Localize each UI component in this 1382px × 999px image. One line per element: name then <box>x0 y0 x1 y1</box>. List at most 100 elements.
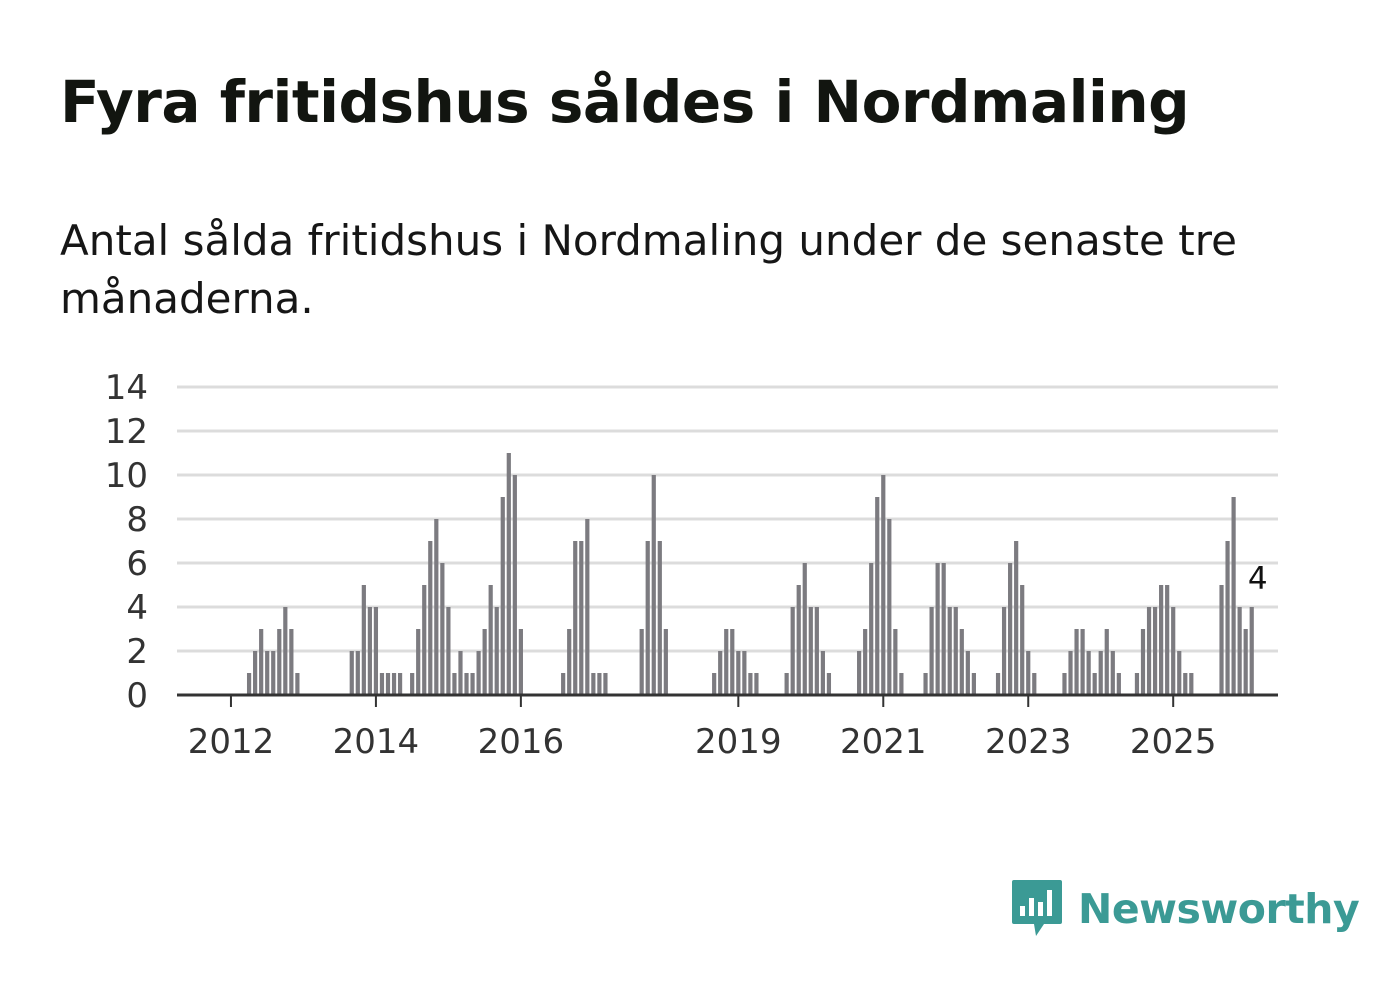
bar <box>639 629 644 695</box>
y-tick-label: 0 <box>126 676 148 716</box>
y-tick-label: 10 <box>105 456 148 496</box>
bar <box>391 673 397 695</box>
bar <box>1171 607 1176 695</box>
bar <box>1116 673 1121 695</box>
bar <box>1062 673 1067 695</box>
bar <box>1098 651 1103 695</box>
bar <box>1104 629 1109 695</box>
x-tick-label: 2019 <box>695 722 782 762</box>
bar <box>295 673 300 695</box>
bar <box>488 585 493 695</box>
x-tick-label: 2023 <box>985 722 1072 762</box>
bar <box>1092 673 1097 695</box>
bar <box>567 629 572 695</box>
bar <box>397 673 403 695</box>
bar <box>965 651 970 695</box>
bar <box>1231 497 1236 695</box>
bar <box>1074 629 1079 695</box>
bar <box>1159 585 1164 695</box>
x-tick-label: 2025 <box>1130 722 1217 762</box>
bar <box>464 673 469 695</box>
bar <box>440 563 445 695</box>
y-tick-label: 6 <box>126 544 148 584</box>
bar <box>434 519 439 695</box>
bar <box>663 629 668 695</box>
bar <box>947 607 952 695</box>
bar <box>802 563 807 695</box>
bar <box>995 673 1001 695</box>
bar <box>579 541 584 695</box>
bar <box>645 541 650 695</box>
bar <box>283 607 288 695</box>
bar <box>494 607 499 695</box>
bar <box>349 651 354 695</box>
bar <box>416 629 421 695</box>
bar <box>1014 541 1019 695</box>
bar <box>784 673 789 695</box>
bar <box>1189 673 1194 695</box>
bar <box>742 651 747 695</box>
bar <box>1080 629 1085 695</box>
brand-name: Newsworthy <box>1078 885 1360 933</box>
bar <box>893 629 898 695</box>
bar <box>814 607 819 695</box>
bar <box>585 519 590 695</box>
bar <box>379 673 385 695</box>
bar <box>748 673 753 695</box>
bar <box>657 541 662 695</box>
bar <box>597 673 602 695</box>
bar <box>253 651 258 695</box>
bar <box>1026 651 1031 695</box>
bar <box>1110 651 1115 695</box>
bar <box>736 651 741 695</box>
chart-title: Fyra fritidshus såldes i Nordmaling <box>60 68 1190 136</box>
bar <box>1140 629 1146 695</box>
bar <box>651 475 656 695</box>
bar <box>500 497 505 695</box>
bar <box>790 607 795 695</box>
bar <box>355 651 360 695</box>
bar <box>246 673 252 695</box>
bar <box>712 673 717 695</box>
x-tick-label: 2016 <box>478 722 565 762</box>
bar <box>1068 651 1073 695</box>
bar <box>796 585 801 695</box>
x-tick-label: 2012 <box>188 722 275 762</box>
bar <box>869 563 874 695</box>
bar <box>361 585 366 695</box>
bar <box>458 651 463 695</box>
bar <box>941 563 946 695</box>
chart-subtitle: Antal sålda fritidshus i Nordmaling unde… <box>60 216 1237 323</box>
bar <box>367 607 372 695</box>
bar <box>953 607 958 695</box>
bar <box>929 607 934 695</box>
bar <box>1146 607 1152 695</box>
bar <box>470 673 475 695</box>
bar <box>277 629 282 695</box>
bar <box>512 475 517 695</box>
bar <box>452 673 457 695</box>
bar <box>863 629 868 695</box>
y-tick-label: 8 <box>126 500 148 540</box>
bar <box>518 629 523 695</box>
bar <box>887 519 892 695</box>
bar <box>899 673 904 695</box>
bar <box>881 475 886 695</box>
y-tick-label: 12 <box>105 412 148 452</box>
bar <box>1219 585 1224 695</box>
bar <box>730 629 735 695</box>
bar <box>1086 651 1091 695</box>
bar <box>476 651 481 695</box>
bar <box>385 673 391 695</box>
bar <box>1183 673 1188 695</box>
bar <box>923 673 928 695</box>
x-tick-label: 2021 <box>840 722 927 762</box>
bar <box>603 673 608 695</box>
bar <box>1020 585 1025 695</box>
y-tick-label: 14 <box>105 368 148 408</box>
bar <box>1165 585 1170 695</box>
bar <box>718 651 723 695</box>
bar <box>506 453 511 695</box>
bar <box>422 585 427 695</box>
bar <box>1249 607 1254 695</box>
